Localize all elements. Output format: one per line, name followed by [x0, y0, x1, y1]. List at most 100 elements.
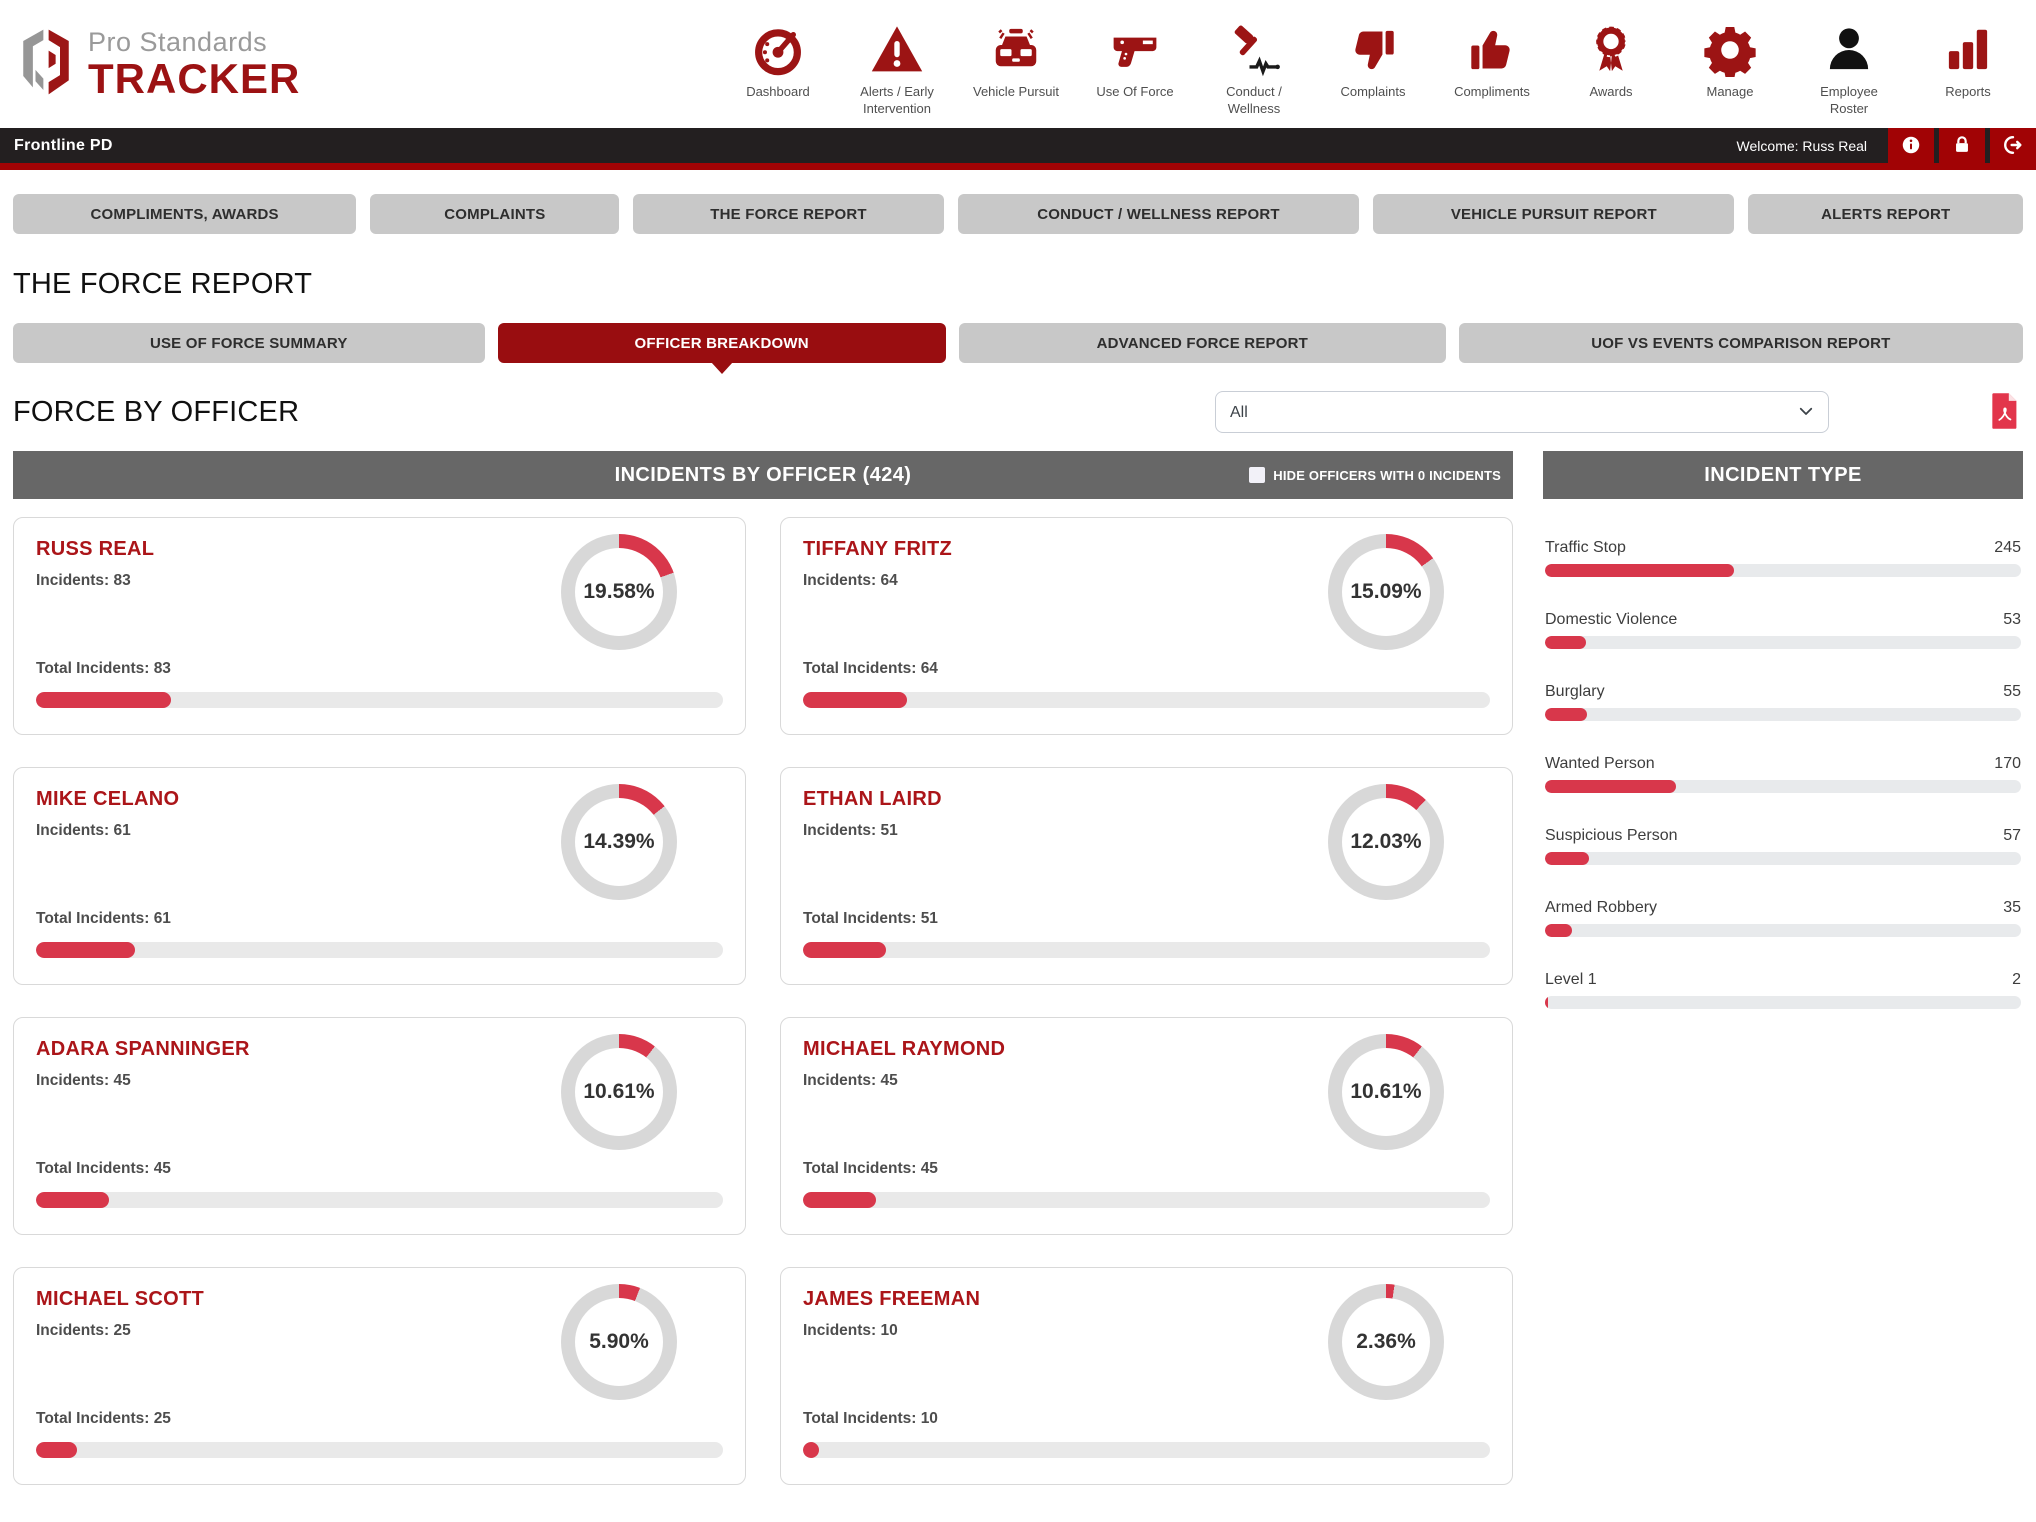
nav-item-dashboard[interactable]: Dashboard	[732, 21, 824, 100]
officer-incidents: Incidents: 45	[36, 1072, 131, 1089]
nav-item-label: Dashboard	[746, 84, 810, 100]
officer-name: ETHAN LAIRD	[803, 788, 942, 810]
incident-type-row-armed-robbery: Armed Robbery 35	[1545, 899, 2021, 937]
officers-section: INCIDENTS BY OFFICER (424) HIDE OFFICERS…	[13, 451, 1513, 1485]
officer-total-incidents: Total Incidents: 25	[36, 1410, 171, 1427]
officer-donut-chart: 5.90%	[561, 1284, 677, 1400]
nav-item-conduct-wellness[interactable]: Conduct / Wellness	[1208, 21, 1300, 117]
nav-item-complaints[interactable]: Complaints	[1327, 21, 1419, 100]
topbar-actions	[1883, 128, 2036, 164]
nav-item-label: Reports	[1945, 84, 1991, 100]
app-header: Pro Standards TRACKER Dashboard Alerts / …	[0, 0, 2036, 128]
incident-type-bar	[1545, 780, 2021, 793]
officer-card-james-freeman: JAMES FREEMAN Incidents: 10 2.36% Total Inc…	[780, 1267, 1513, 1485]
nav-item-label: Manage	[1706, 84, 1754, 100]
pdf-export-button[interactable]	[1989, 392, 2021, 433]
incident-type-list: Traffic Stop 245 Domestic Violence 53 Burgla…	[1543, 539, 2023, 1009]
bar-chart-icon	[1941, 21, 1995, 79]
officer-name: JAMES FREEMAN	[803, 1288, 981, 1310]
tab-compliments-awards[interactable]: COMPLIMENTS, AWARDS	[13, 194, 357, 234]
subtab-uof-vs-events-comparison-report[interactable]: UOF VS EVENTS COMPARISON REPORT	[1458, 323, 2024, 363]
tab-conduct-wellness-report[interactable]: CONDUCT / WELLNESS REPORT	[957, 194, 1360, 234]
incident-type-bar	[1545, 708, 2021, 721]
officer-total-incidents: Total Incidents: 51	[803, 910, 938, 927]
lock-button[interactable]	[1939, 128, 1985, 164]
officers-panel-title: INCIDENTS BY OFFICER (424)	[614, 463, 912, 486]
donut-percentage: 10.61%	[583, 1080, 655, 1103]
nav-item-alerts-early-intervention[interactable]: Alerts / Early Intervention	[851, 21, 943, 117]
officer-donut-chart: 10.61%	[1328, 1034, 1444, 1150]
officer-progress-bar	[36, 692, 723, 708]
officer-progress-bar	[803, 942, 1490, 958]
nav-item-use-of-force[interactable]: Use Of Force	[1089, 21, 1181, 100]
controls-row: FORCE BY OFFICER All	[0, 391, 2036, 433]
nav-item-vehicle-pursuit[interactable]: Vehicle Pursuit	[970, 21, 1062, 100]
logout-button[interactable]	[1990, 128, 2036, 164]
officer-card-tiffany-fritz: TIFFANY FRITZ Incidents: 64 15.09% Total In…	[780, 517, 1513, 735]
force-report-subtabs: USE OF FORCE SUMMARY OFFICER BREAKDOWN ADV…	[0, 323, 2036, 363]
officer-incidents: Incidents: 51	[803, 822, 898, 839]
officer-progress-bar	[36, 942, 723, 958]
officer-progress-bar	[803, 692, 1490, 708]
officer-name: MIKE CELANO	[36, 788, 180, 810]
nav-item-manage[interactable]: Manage	[1684, 21, 1776, 100]
officer-cards-grid: RUSS REAL Incidents: 83 19.58% Total Incide…	[13, 517, 1513, 1485]
incident-type-label: Burglary	[1545, 683, 1605, 700]
nav-item-label: Employee Roster	[1820, 84, 1878, 116]
topbar: Frontline PD Welcome: Russ Real	[0, 128, 2036, 170]
donut-percentage: 12.03%	[1350, 830, 1422, 853]
tab-complaints[interactable]: COMPLAINTS	[370, 194, 620, 234]
incident-type-row-domestic-violence: Domestic Violence 53	[1545, 611, 2021, 649]
incident-type-label: Domestic Violence	[1545, 611, 1678, 628]
subtab-advanced-force-report[interactable]: ADVANCED FORCE REPORT	[958, 323, 1446, 363]
subtab-officer-breakdown[interactable]: OFFICER BREAKDOWN	[497, 323, 946, 363]
incident-type-header: INCIDENT TYPE	[1543, 451, 2023, 499]
officer-progress-bar	[36, 1192, 723, 1208]
brand-line1: Pro Standards	[88, 27, 268, 58]
hide-zero-incidents-checkbox[interactable]	[1249, 467, 1266, 483]
incident-type-count: 57	[2003, 827, 2021, 844]
officer-filter-select[interactable]: All	[1215, 391, 1829, 433]
officer-name: TIFFANY FRITZ	[803, 538, 953, 560]
info-button[interactable]	[1888, 128, 1934, 164]
officer-incidents: Incidents: 10	[803, 1322, 898, 1339]
hide-zero-incidents-label[interactable]: HIDE OFFICERS WITH 0 INCIDENTS	[1273, 467, 1501, 483]
incident-type-label: Armed Robbery	[1545, 899, 1658, 916]
officer-card-ethan-laird: ETHAN LAIRD Incidents: 51 12.03% Total Inci…	[780, 767, 1513, 985]
incident-type-bar	[1545, 996, 2021, 1009]
officers-panel-header: INCIDENTS BY OFFICER (424) HIDE OFFICERS…	[13, 451, 1513, 499]
officer-incidents: Incidents: 64	[803, 572, 898, 589]
lock-icon	[1951, 134, 1973, 159]
nav-item-employee-roster[interactable]: Employee Roster	[1803, 21, 1895, 117]
officer-name: RUSS REAL	[36, 538, 155, 560]
officer-progress-bar	[36, 1442, 723, 1458]
incident-type-label: Wanted Person	[1545, 755, 1655, 772]
officer-total-incidents: Total Incidents: 64	[803, 660, 938, 677]
incident-type-section: INCIDENT TYPE Traffic Stop 245 Domestic Vi…	[1543, 451, 2023, 1485]
main-content: INCIDENTS BY OFFICER (424) HIDE OFFICERS…	[0, 451, 2036, 1485]
tab-alerts-report[interactable]: ALERTS REPORT	[1748, 194, 2023, 234]
nav-item-compliments[interactable]: Compliments	[1446, 21, 1538, 100]
thumbs-up-icon	[1465, 21, 1519, 79]
nav-item-label: Vehicle Pursuit	[973, 84, 1059, 100]
nav-item-awards[interactable]: Awards	[1565, 21, 1657, 100]
officer-donut-chart: 14.39%	[561, 784, 677, 900]
tab-the-force-report[interactable]: THE FORCE REPORT	[633, 194, 944, 234]
gavel-pulse-icon	[1227, 21, 1281, 79]
app-logo: Pro Standards TRACKER	[18, 26, 300, 103]
tab-vehicle-pursuit-report[interactable]: VEHICLE PURSUIT REPORT	[1373, 194, 1735, 234]
incident-type-bar	[1545, 924, 2021, 937]
incident-type-label: Suspicious Person	[1545, 827, 1678, 844]
section-title: FORCE BY OFFICER	[13, 395, 300, 428]
thumbs-down-icon	[1346, 21, 1400, 79]
officer-total-incidents: Total Incidents: 83	[36, 660, 171, 677]
officer-name: ADARA SPANNINGER	[36, 1038, 250, 1060]
nav-item-reports[interactable]: Reports	[1922, 21, 2014, 100]
officer-card-adara-spanninger: ADARA SPANNINGER Incidents: 45 10.61% Total…	[13, 1017, 746, 1235]
subtab-use-of-force-summary[interactable]: USE OF FORCE SUMMARY	[13, 323, 485, 363]
logout-icon	[2002, 134, 2024, 159]
nav-item-label: Alerts / Early Intervention	[860, 84, 934, 116]
officer-name: MICHAEL RAYMOND	[803, 1038, 1006, 1060]
person-icon	[1822, 21, 1876, 79]
incident-type-bar	[1545, 564, 2021, 577]
